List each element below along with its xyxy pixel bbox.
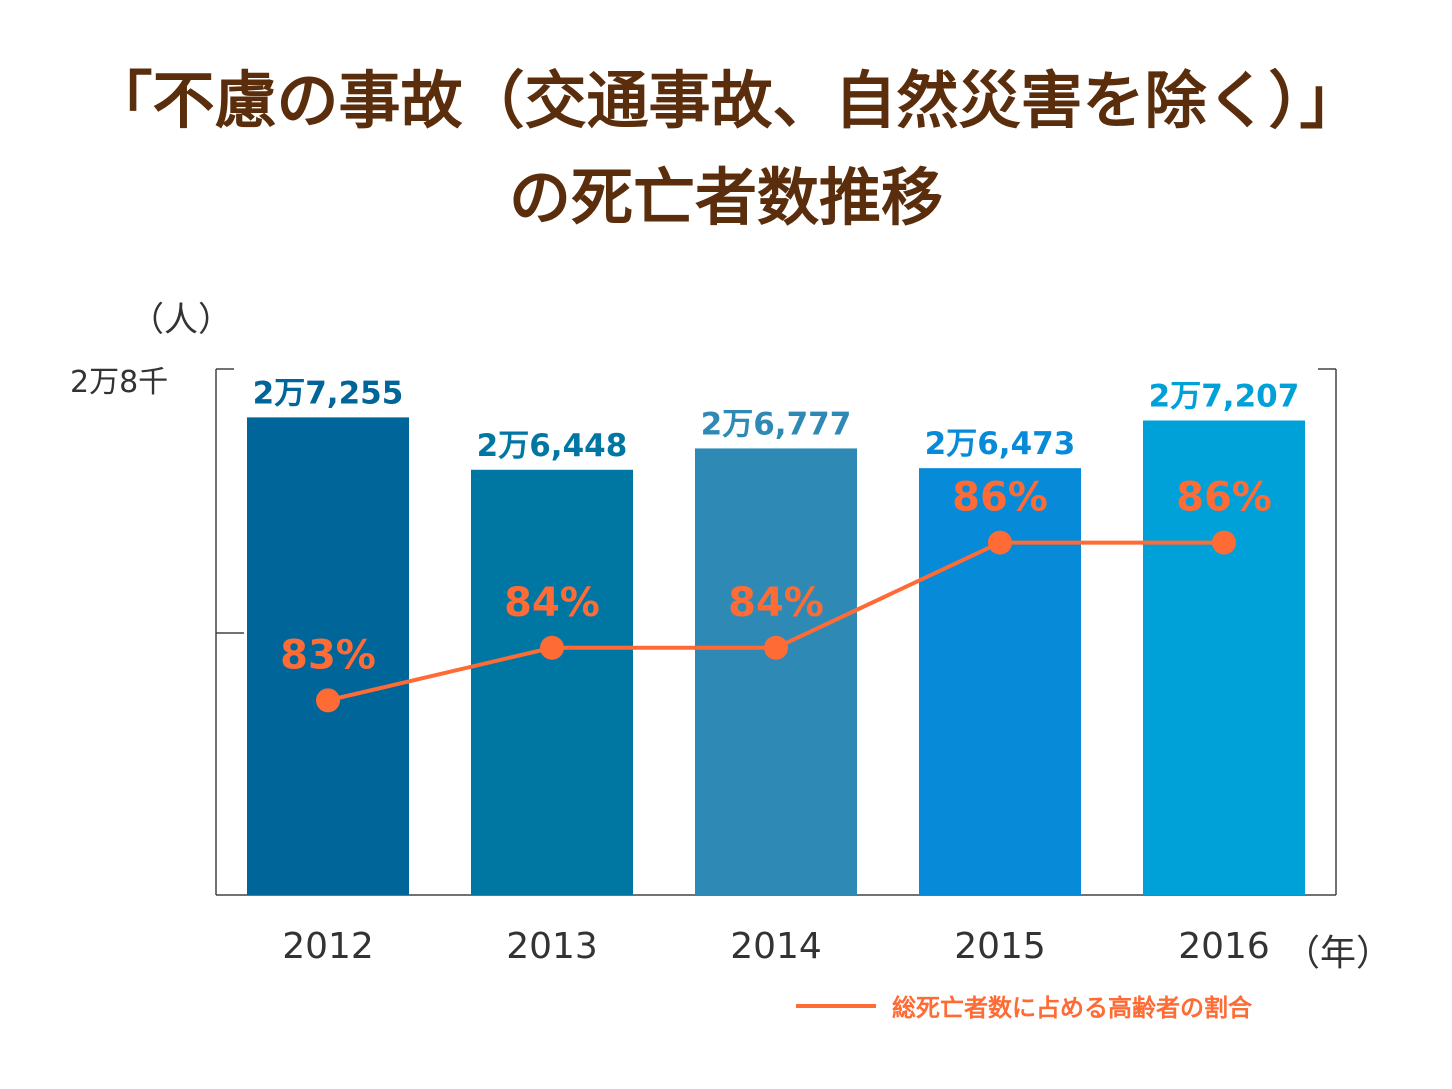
ratio-label: 86% [1176, 475, 1272, 521]
ratio-point [316, 688, 340, 713]
bar [1143, 420, 1305, 895]
legend-line-swatch [796, 1003, 876, 1008]
ratio-label: 84% [728, 580, 824, 626]
bar-value-label: 2万6,448 [477, 428, 628, 464]
bar [247, 417, 409, 895]
legend-label: 総死亡者数に占める高齢者の割合 [892, 994, 1252, 1022]
ratio-point [540, 635, 564, 660]
x-axis-unit: （年） [1284, 933, 1393, 974]
x-tick-label: 2013 [506, 926, 598, 967]
x-tick-label: 2016 [1178, 926, 1270, 967]
chart-title-line2: の死亡者数推移 [508, 161, 943, 234]
x-tick-label: 2012 [282, 926, 374, 967]
ratio-point [988, 530, 1012, 555]
ratio-point [764, 635, 788, 660]
bar-value-label: 2万6,777 [701, 406, 852, 442]
ratio-label: 83% [280, 632, 376, 678]
legend: 総死亡者数に占める高齢者の割合 [796, 988, 1252, 1023]
chart-title-line1: 「不慮の事故（交通事故、自然災害を除く）」 [90, 64, 1362, 137]
ratio-label: 86% [952, 475, 1048, 521]
bar-value-label: 2万7,207 [1149, 378, 1300, 414]
ratio-label: 84% [504, 580, 600, 626]
bar-value-label: 2万7,255 [253, 375, 404, 411]
ratio-point [1212, 530, 1236, 555]
x-tick-label: 2015 [954, 926, 1046, 967]
x-tick-label: 2014 [730, 926, 822, 967]
bar-value-label: 2万6,473 [925, 426, 1076, 462]
bar [695, 448, 857, 895]
bar [471, 469, 633, 895]
y-axis-top-label: 2万8千 [70, 365, 169, 400]
y-axis-unit: （人） [130, 300, 232, 340]
